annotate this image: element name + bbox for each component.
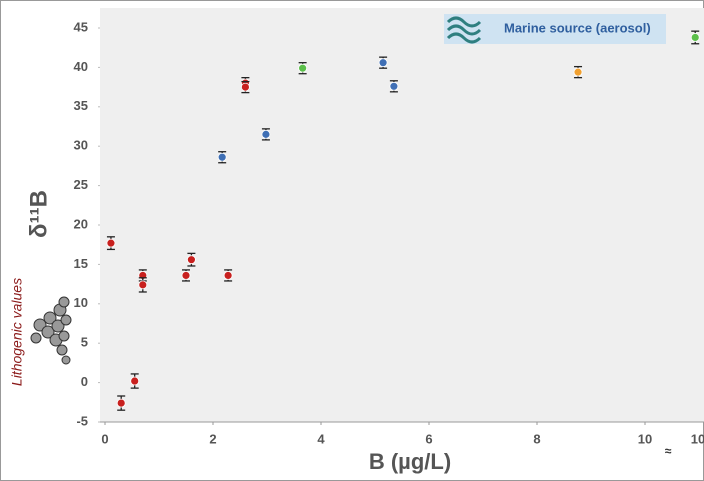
- point: [130, 376, 140, 386]
- wave-icon: [446, 16, 482, 44]
- x-tick-label: 10: [691, 431, 704, 446]
- point: [181, 271, 191, 280]
- point: [240, 82, 250, 92]
- x-tick-label: 6: [425, 431, 432, 446]
- plot-area: [100, 8, 704, 422]
- y-axis-label: δ¹¹B: [25, 190, 52, 238]
- point: [261, 129, 271, 139]
- y-tick-label: 10: [74, 295, 88, 310]
- point: [378, 58, 388, 68]
- y-tick-label: 0: [81, 374, 88, 389]
- point: [573, 67, 583, 77]
- x-tick-label: 2: [209, 431, 216, 446]
- x-tick-label: 10: [638, 431, 652, 446]
- point: [138, 280, 148, 290]
- x-tick-label: 4: [317, 431, 325, 446]
- y-tick-label: 40: [74, 59, 88, 74]
- axis-break: ≈: [665, 444, 672, 458]
- y-tick-label: 25: [74, 177, 88, 192]
- point: [389, 81, 399, 91]
- rock-icon: [30, 296, 72, 365]
- x-tick-label: 0: [101, 431, 108, 446]
- y-tick-label: 5: [81, 335, 88, 350]
- point: [186, 255, 196, 265]
- point: [223, 271, 233, 280]
- y-tick-label: -5: [76, 413, 88, 428]
- point: [217, 152, 227, 162]
- y-tick-label: 30: [74, 138, 88, 153]
- x-tick-label: 8: [533, 431, 540, 446]
- point: [116, 398, 126, 408]
- y-tick-label: 20: [74, 216, 88, 231]
- point: [690, 33, 700, 42]
- y-tick-label: 15: [74, 256, 88, 271]
- y-tick-label: 45: [74, 19, 88, 34]
- point: [106, 238, 116, 248]
- x-axis-label: B (µg/L): [369, 449, 451, 474]
- annotation: Lithogenic values: [9, 278, 25, 386]
- y-tick-label: 35: [74, 98, 88, 113]
- annotation: Marine source (aerosol): [504, 20, 651, 35]
- point: [298, 63, 308, 73]
